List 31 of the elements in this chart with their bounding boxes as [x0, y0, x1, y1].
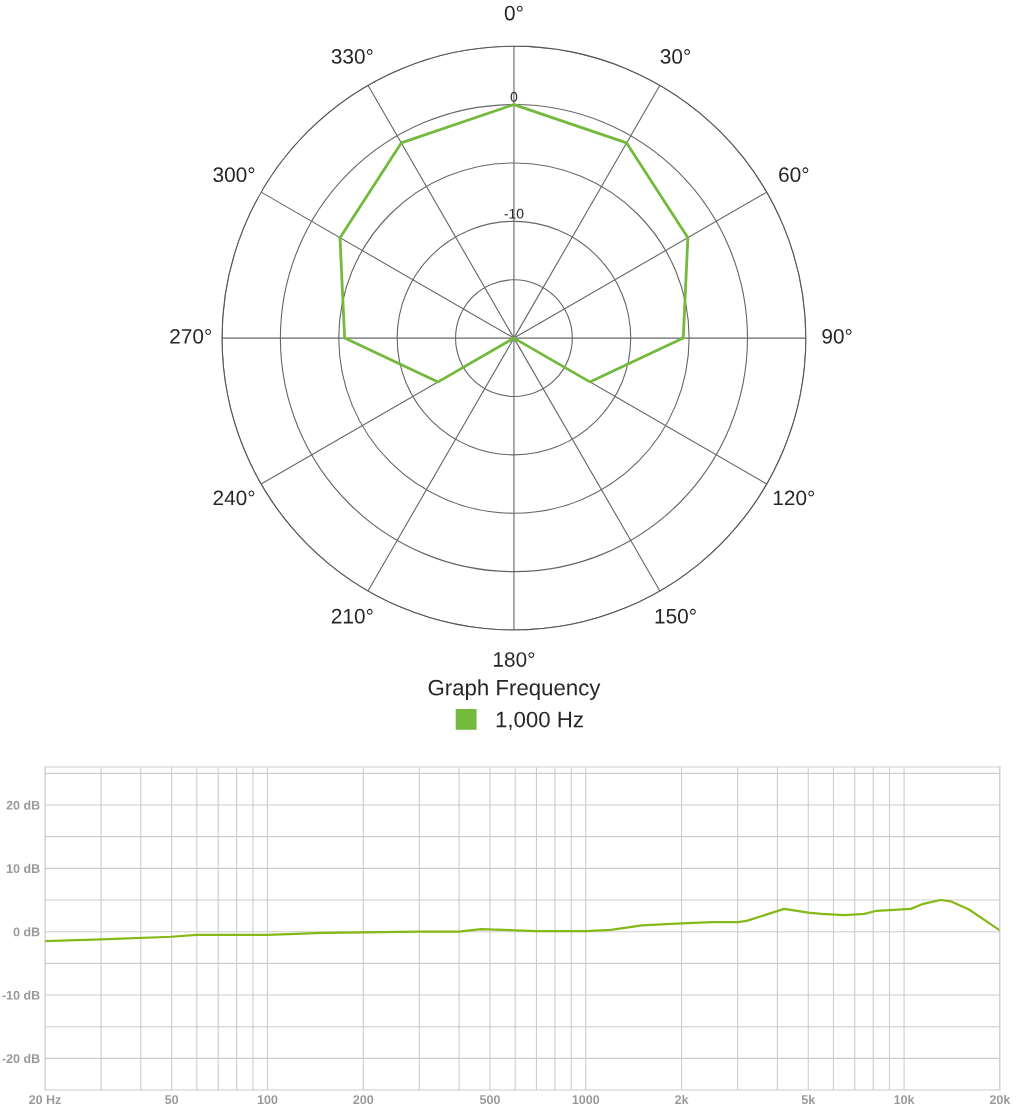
x-tick-label: 20k [989, 1094, 1011, 1105]
x-tick-label: 100 [257, 1095, 278, 1105]
x-tick-label: 2k [675, 1094, 689, 1104]
x-tick-label: 10k [894, 1094, 915, 1105]
x-tick-label: 20 Hz [29, 1095, 61, 1105]
y-tick-label: 0 dB [13, 927, 40, 937]
spoke-label: 240° [213, 490, 255, 506]
x-tick-label: 50 [165, 1095, 179, 1105]
spoke-label: 210° [331, 608, 373, 624]
x-tick-label: 1000 [572, 1095, 600, 1105]
spoke-label: 120° [773, 490, 815, 506]
spoke-label: 30° [660, 49, 691, 64]
spoke-label: 330° [331, 49, 373, 64]
legend-title: Graph Frequency [428, 679, 601, 700]
y-tick-label: -10 [504, 208, 524, 219]
x-tick-label: 500 [479, 1095, 500, 1105]
y-tick-label: -10 dB [2, 990, 40, 1000]
x-tick-label: 200 [353, 1095, 374, 1105]
spoke-label: 300° [213, 167, 255, 183]
spoke-label: 270° [170, 328, 212, 344]
y-tick-label: 10 dB [6, 863, 40, 873]
y-tick-label: 20 dB [6, 800, 40, 810]
spoke-label: 150° [655, 608, 696, 624]
spoke-label: 90° [822, 328, 852, 344]
legend-label: 1,000 Hz [496, 711, 583, 730]
y-tick-label: 0 [510, 91, 518, 102]
spoke-label: 180° [493, 652, 535, 667]
spoke-label: 0° [504, 5, 523, 21]
x-tick-label: 5k [801, 1094, 816, 1105]
y-tick-label: -20 dB [2, 1053, 40, 1063]
spoke-label: 60° [779, 167, 809, 183]
